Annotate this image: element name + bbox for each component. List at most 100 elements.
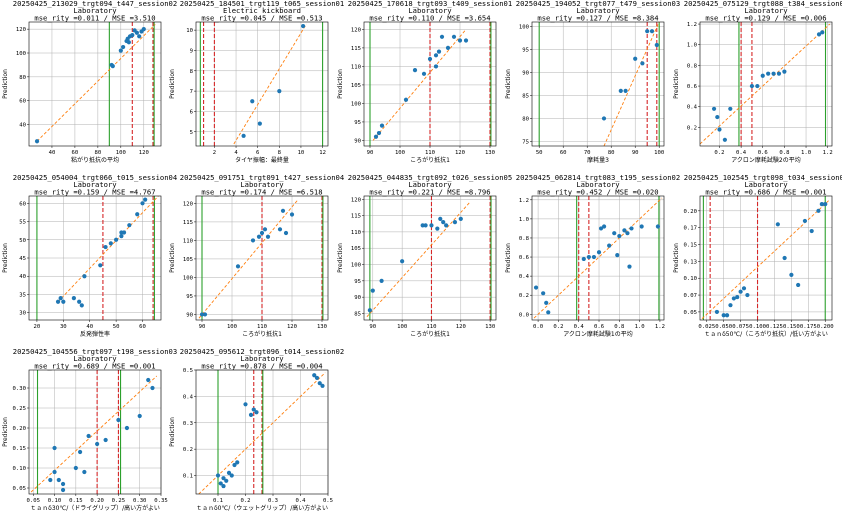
y-tick-label: 0.6 [687, 84, 697, 90]
data-point [73, 465, 78, 471]
data-point [98, 263, 103, 268]
y-tick-label: 60 [19, 201, 26, 207]
x-tick-label: 0.100 [749, 324, 766, 330]
y-axis-label: Prediction [337, 243, 344, 273]
y-tick-label: 110 [351, 230, 361, 236]
data-point [735, 294, 740, 300]
data-point [728, 106, 733, 111]
fit-line [372, 29, 467, 141]
x-tick-label: 120 [287, 324, 297, 330]
x-tick-label: 0.050 [715, 324, 732, 330]
data-point [215, 473, 221, 478]
scatter-chart-12: 20250425_095612_trgt096_t014_session02La… [169, 347, 344, 512]
x-tick-label: 90 [199, 324, 206, 330]
x-tick-label: 0.025 [698, 324, 715, 330]
x-tick-label: 12 [319, 150, 326, 156]
data-point [617, 233, 622, 239]
chart-title-line: Electric kickboard [223, 6, 301, 15]
data-point [444, 223, 449, 228]
data-point [403, 97, 409, 102]
y-tick-label: 85 [522, 93, 529, 99]
x-tick-label: 120 [456, 324, 466, 330]
x-tick-label: 80 [94, 150, 101, 156]
data-point [423, 223, 428, 228]
data-point [137, 413, 142, 419]
x-axis-label: ｔａｎδ50℃/（ころがり抵抗）/低い方がよい [704, 330, 828, 338]
y-tick-label: 5 [190, 130, 193, 136]
plot-frame [195, 369, 329, 495]
scatter-chart-2: 20250425_184501_trgt119_t065_session01El… [169, 0, 344, 164]
data-point [61, 299, 66, 304]
x-tick-label: 0.25 [112, 498, 125, 504]
fit-line [198, 199, 299, 319]
data-point [645, 29, 650, 34]
chart-title-line: Laboratory [73, 6, 117, 15]
data-point [280, 208, 286, 213]
fit-line [366, 202, 470, 318]
y-tick-label: 55 [19, 220, 26, 226]
y-tick-label: 0.20 [13, 426, 26, 432]
data-point [412, 68, 418, 73]
data-point [452, 220, 458, 225]
y-tick-label: 50 [19, 238, 26, 244]
data-point [79, 303, 84, 308]
data-point [819, 201, 824, 207]
data-point [457, 38, 463, 43]
data-point [627, 264, 632, 269]
data-point [199, 312, 205, 317]
data-point [116, 417, 121, 423]
data-point [541, 291, 546, 296]
y-tick-label: 8 [190, 69, 194, 75]
y-tick-label: 60 [19, 99, 26, 105]
data-point [257, 121, 262, 126]
chart-title-line: 20250425_062814_trgt083_t195_session02 [516, 173, 680, 182]
chart-title-line: Laboratory [240, 354, 284, 363]
data-point [546, 310, 551, 315]
x-tick-label: 110 [426, 324, 436, 330]
data-point [433, 53, 439, 58]
data-point [615, 253, 620, 258]
data-point [429, 223, 434, 228]
x-tick-label: 90 [367, 150, 374, 156]
data-point [60, 487, 66, 493]
y-tick-label: 0.15 [13, 446, 26, 452]
y-tick-label: 95 [522, 48, 529, 54]
x-tick-label: 110 [257, 324, 267, 330]
y-tick-label: 0.5 [183, 368, 193, 374]
y-tick-label: 100 [16, 51, 26, 57]
x-tick-label: 6 [256, 150, 259, 156]
data-point [433, 64, 439, 69]
x-tick-label: 90 [632, 150, 639, 156]
data-point [108, 241, 113, 246]
data-point [248, 412, 254, 417]
data-point [633, 56, 638, 61]
x-tick-label: 0.8 [779, 150, 790, 156]
x-tick-label: 100 [116, 150, 126, 156]
y-tick-label: 40 [19, 123, 26, 129]
x-tick-label: 100 [654, 150, 664, 156]
y-tick-label: 0.30 [13, 386, 26, 392]
chart-title-line: Laboratory [73, 180, 117, 189]
data-point [816, 208, 821, 213]
data-point [254, 410, 259, 415]
y-tick-label: 0.10 [13, 466, 26, 472]
data-point [143, 197, 148, 202]
data-point [250, 238, 256, 243]
data-point [121, 230, 127, 235]
chart-title-line: 20250425_184501_trgt119_t065_session01 [180, 0, 344, 8]
x-tick-label: 0.15 [69, 498, 82, 504]
data-point [612, 231, 617, 236]
y-tick-label: 80 [522, 116, 529, 122]
data-point [367, 308, 372, 313]
data-point [127, 223, 132, 228]
chart-title-line: mse_rity =0.174 / MSE =6.518 [201, 187, 322, 196]
data-point [623, 88, 628, 93]
data-point [722, 137, 727, 142]
data-point [317, 381, 322, 386]
y-tick-label: 115 [183, 220, 193, 226]
y-tick-label: 100 [183, 275, 193, 281]
data-point [119, 234, 124, 239]
x-tick-label: 60 [139, 324, 146, 330]
plot-frame [28, 369, 162, 495]
x-tick-label: 0.4 [295, 498, 306, 504]
